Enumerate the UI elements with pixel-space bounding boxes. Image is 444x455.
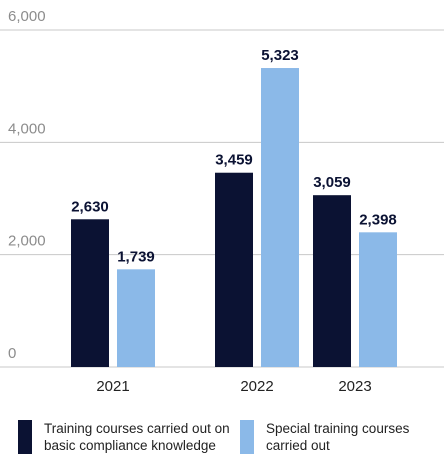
legend-label-line-1: Special training courses xyxy=(266,421,410,436)
legend-label-line-2: carried out xyxy=(266,438,330,453)
legend: Training courses carried out on basic co… xyxy=(18,420,438,454)
bar-special-training xyxy=(261,68,299,367)
legend-label-line-2: basic compliance knowledge xyxy=(44,438,216,453)
data-label: 3,059 xyxy=(313,174,351,191)
legend-item-basic-compliance: Training courses carried out on basic co… xyxy=(18,420,230,454)
y-tick-label: 0 xyxy=(8,345,16,362)
data-label: 2,630 xyxy=(71,198,109,215)
legend-swatch-dark xyxy=(18,420,32,454)
y-tick-label: 2,000 xyxy=(8,233,46,250)
x-category-label: 2021 xyxy=(96,378,129,395)
bar-basic-compliance xyxy=(215,172,253,367)
data-label: 5,323 xyxy=(261,47,299,64)
bar-chart: 0 2,000 4,000 6,000 2,630 1,739 2021 3,459 5,323… xyxy=(0,8,444,395)
x-category-label: 2023 xyxy=(338,378,371,395)
y-tick-label: 6,000 xyxy=(8,8,46,25)
bar-special-training xyxy=(359,232,397,367)
bar-basic-compliance xyxy=(71,219,109,367)
bar-special-training xyxy=(117,269,155,367)
legend-swatch-light xyxy=(240,420,254,454)
data-label: 2,398 xyxy=(359,211,397,228)
data-label: 3,459 xyxy=(215,152,253,169)
legend-item-special-training: Special training courses carried out xyxy=(240,420,409,454)
bar-basic-compliance xyxy=(313,195,351,367)
x-category-label: 2022 xyxy=(240,378,273,395)
data-label: 1,739 xyxy=(117,248,155,265)
legend-label-line-1: Training courses carried out on xyxy=(44,421,230,436)
y-tick-label: 4,000 xyxy=(8,120,46,137)
